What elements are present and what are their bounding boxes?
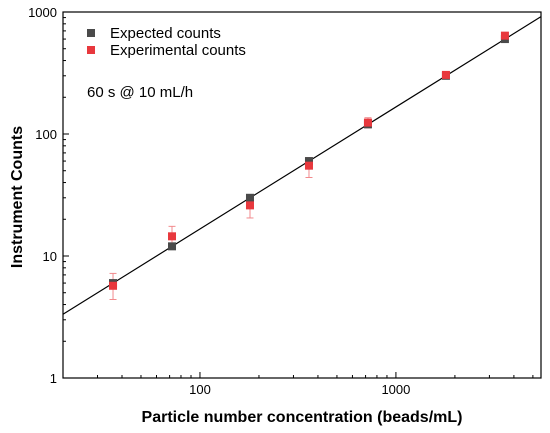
y-tick-label: 10	[43, 249, 57, 264]
experimental-counts-point	[168, 232, 177, 241]
x-tick-label: 100	[189, 382, 211, 397]
legend-swatch-experimental-counts	[87, 46, 95, 54]
expected-counts-point	[168, 242, 177, 251]
y-axis-title: Instrument Counts	[9, 126, 26, 268]
legend-label-experimental-counts: Experimental counts	[110, 42, 246, 59]
annotation-text: 60 s @ 10 mL/h	[87, 84, 193, 101]
experimental-counts-point	[363, 118, 372, 127]
experimental-counts-point	[245, 201, 254, 210]
expected-counts-point	[245, 193, 254, 202]
legend-label-expected-counts: Expected counts	[110, 25, 221, 42]
plot-frame	[62, 11, 542, 379]
legend: Expected counts Experimental counts	[87, 25, 246, 59]
expected-counts-point	[304, 157, 313, 166]
x-axis-title: Particle number concentration (beads/mL)	[142, 409, 463, 426]
experimental-counts-point	[441, 70, 450, 79]
fit-line	[62, 16, 542, 315]
experimental-counts-point	[304, 161, 313, 170]
y-tick-label: 1	[50, 371, 57, 386]
y-tick-label: 1000	[28, 5, 57, 20]
x-tick-label: 1000	[381, 382, 410, 397]
y-tick-label: 100	[35, 127, 57, 142]
experimental-counts-point	[109, 281, 118, 290]
experimental-counts-point	[500, 31, 509, 40]
legend-swatch-expected-counts	[87, 29, 95, 37]
